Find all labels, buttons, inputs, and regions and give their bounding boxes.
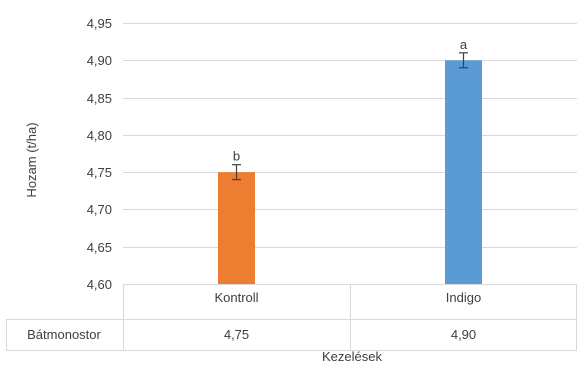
x-axis-title: Kezelések [322, 349, 382, 364]
significance-label: a [460, 37, 468, 52]
y-tick-label: 4,70 [87, 202, 112, 217]
significance-label: b [233, 149, 240, 164]
y-tick-label: 4,60 [87, 277, 112, 292]
y-tick-label: 4,75 [87, 165, 112, 180]
y-tick-label: 4,95 [87, 16, 112, 31]
grid-layer: 4,60 4,65 4,70 4,75 4,80 4,85 4,90 4,95 [87, 16, 577, 292]
y-tick-label: 4,80 [87, 128, 112, 143]
error-bar [459, 52, 468, 69]
category-label: Indigo [446, 290, 481, 305]
value-label: 4,90 [451, 327, 476, 342]
bar-layer: ba [218, 37, 482, 285]
error-bar [232, 164, 241, 181]
value-label: 4,75 [224, 327, 249, 342]
category-label: Kontroll [214, 290, 258, 305]
y-tick-label: 4,65 [87, 240, 112, 255]
data-table: Kontroll 4,75 Indigo 4,90 Bátmonostor [6, 284, 577, 351]
series-label: Bátmonostor [27, 327, 101, 342]
y-axis-title: Hozam (t/ha) [24, 122, 39, 197]
y-tick-label: 4,90 [87, 53, 112, 68]
y-tick-label: 4,85 [87, 91, 112, 106]
bar [445, 60, 482, 285]
bar [218, 172, 255, 284]
